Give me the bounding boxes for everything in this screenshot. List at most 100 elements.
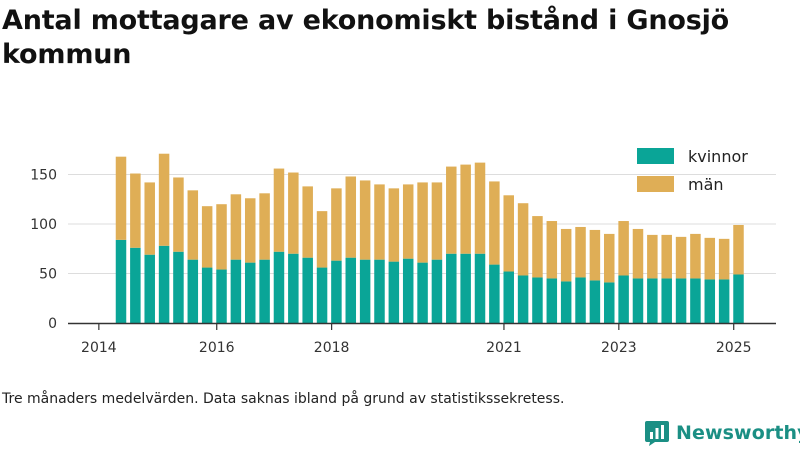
legend-swatch-män (637, 176, 674, 192)
legend: kvinnor män (637, 147, 748, 194)
brand-name: Newsworthy (676, 422, 800, 444)
bar-kvinnor (460, 253, 471, 323)
bar-kvinnor (589, 280, 601, 323)
footnote: Tre månaders medelvärden. Data saknas ib… (2, 391, 565, 407)
bar-kvinnor (704, 279, 716, 323)
bar-män (589, 229, 601, 281)
bar-kvinnor (604, 282, 615, 323)
bar-män (632, 228, 644, 279)
bar-män (345, 176, 357, 258)
x-tick-label: 2021 (486, 340, 522, 356)
bar-män (704, 237, 716, 280)
bar-män (230, 194, 242, 260)
bar-män (675, 236, 687, 279)
bars (115, 153, 744, 323)
bar-kvinnor (661, 278, 672, 323)
bar-män (503, 195, 514, 272)
bar-kvinnor (288, 253, 299, 323)
legend-label-kvinnor: kvinnor (688, 147, 748, 166)
bar-kvinnor (546, 278, 558, 323)
bar-män (532, 216, 543, 278)
bar-kvinnor (359, 259, 371, 323)
bar-kvinnor (575, 277, 586, 323)
bar-kvinnor (302, 257, 313, 323)
bar-män (130, 173, 141, 248)
bar-kvinnor (517, 275, 529, 323)
bar-kvinnor (560, 281, 572, 323)
bar-män (618, 221, 629, 276)
bar-kvinnor (331, 260, 342, 323)
bar-män (244, 198, 256, 263)
bar-kvinnor (173, 251, 184, 323)
bar-män (460, 164, 471, 254)
bar-kvinnor (474, 253, 486, 323)
brand-logo: Newsworthy (644, 419, 800, 447)
bar-män (259, 193, 270, 260)
x-tick-label: 2016 (199, 340, 235, 356)
bar-män (733, 224, 744, 275)
x-tick-label: 2025 (716, 340, 752, 356)
bar-kvinnor (244, 262, 256, 323)
bar-kvinnor (690, 278, 701, 323)
bar-män (216, 204, 227, 270)
y-tick-label: 50 (39, 267, 57, 283)
bar-kvinnor (446, 253, 457, 323)
bar-män (273, 168, 285, 252)
bar-kvinnor (632, 278, 644, 323)
legend-swatch-kvinnor (637, 148, 674, 164)
bar-kvinnor (503, 271, 514, 323)
bar-män (388, 188, 400, 262)
bar-kvinnor (345, 257, 357, 323)
bar-kvinnor (130, 247, 141, 323)
bar-män (173, 177, 184, 252)
bar-män (446, 166, 457, 254)
bar-män (489, 181, 500, 265)
bar-män (201, 206, 213, 268)
bar-kvinnor (144, 254, 155, 323)
bar-män (560, 228, 572, 282)
bar-kvinnor (618, 275, 629, 323)
bar-män (316, 211, 328, 268)
bar-män (474, 162, 486, 254)
bar-män (604, 233, 615, 283)
y-tick-label: 100 (30, 217, 57, 233)
bar-kvinnor (316, 267, 328, 323)
bar-kvinnor (489, 264, 500, 323)
bar-kvinnor (718, 279, 730, 323)
legend-label-män: män (688, 175, 724, 194)
bar-kvinnor (115, 239, 127, 323)
bar-män (302, 186, 313, 258)
bar-män (661, 234, 672, 279)
bar-kvinnor (431, 259, 443, 323)
bar-män (546, 221, 558, 279)
chart-title: Antal mottagare av ekonomiskt bistånd i … (2, 5, 729, 70)
bar-kvinnor (158, 245, 170, 323)
bar-kvinnor (187, 259, 199, 323)
bar-kvinnor (417, 262, 428, 323)
bar-kvinnor (733, 274, 744, 323)
bar-män (431, 182, 443, 260)
bar-män (115, 156, 127, 240)
newsworthy-logo-icon (645, 421, 669, 446)
bar-män (158, 153, 170, 246)
bar-män (517, 203, 529, 276)
bar-kvinnor (402, 258, 414, 323)
bar-män (690, 233, 701, 279)
bar-män (647, 234, 658, 279)
bar-män (288, 172, 299, 254)
bar-män (374, 184, 385, 260)
x-tick-label: 2023 (601, 340, 637, 356)
y-tick-label: 150 (30, 168, 57, 184)
bar-män (718, 238, 730, 280)
y-tick-label: 0 (48, 316, 57, 332)
bar-kvinnor (216, 269, 227, 323)
bar-kvinnor (259, 259, 270, 323)
bar-män (187, 190, 199, 260)
bar-kvinnor (532, 277, 543, 323)
bar-kvinnor (201, 267, 213, 323)
x-tick-label: 2014 (81, 340, 117, 356)
bar-kvinnor (230, 259, 242, 323)
axes: 0 50 100 150 2014 2016 2018 2021 2023 2025 (30, 168, 776, 356)
bar-män (402, 184, 414, 259)
x-tick-label: 2018 (314, 340, 350, 356)
